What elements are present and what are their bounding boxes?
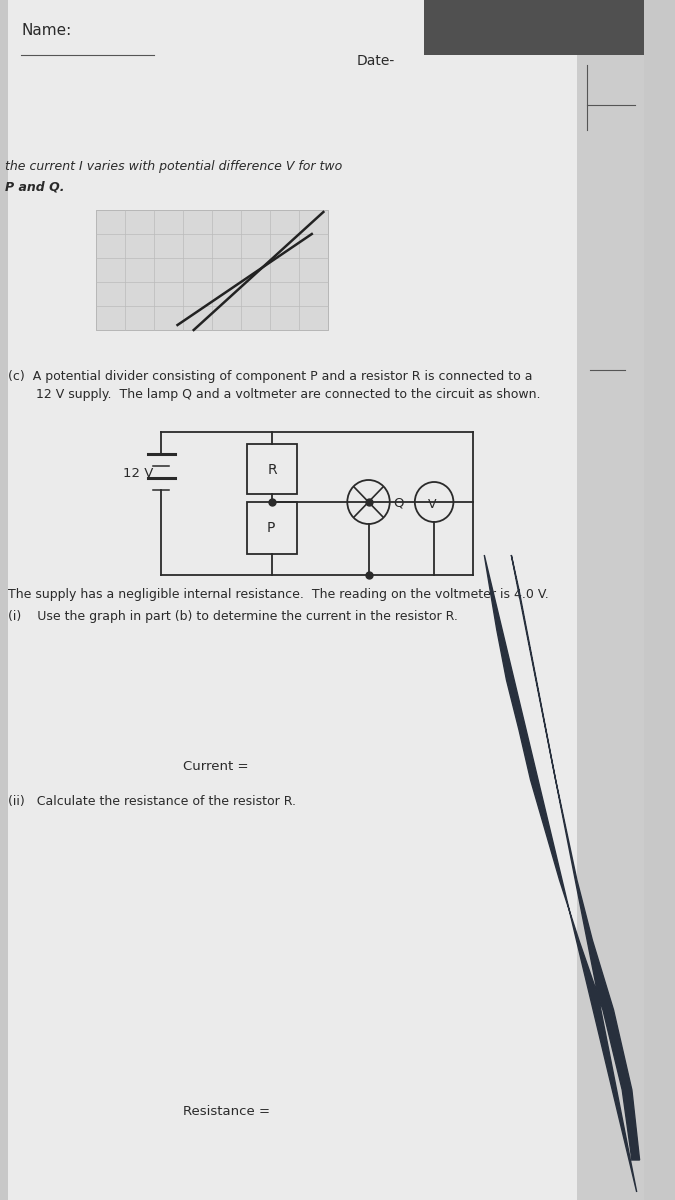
Text: (i)    Use the graph in part (b) to determine the current in the resistor R.: (i) Use the graph in part (b) to determi… xyxy=(7,610,458,623)
Text: Resistance =: Resistance = xyxy=(184,1105,270,1118)
Polygon shape xyxy=(484,554,640,1192)
Circle shape xyxy=(415,482,454,522)
Text: V: V xyxy=(429,498,437,511)
FancyBboxPatch shape xyxy=(7,0,577,1200)
Text: the current I varies with potential difference V for two: the current I varies with potential diff… xyxy=(5,160,342,173)
Text: (ii)   Calculate the resistance of the resistor R.: (ii) Calculate the resistance of the res… xyxy=(7,794,296,808)
Text: 12 V supply.  The lamp Q and a voltmeter are connected to the circuit as shown.: 12 V supply. The lamp Q and a voltmeter … xyxy=(7,388,540,401)
Text: (c)  A potential divider consisting of component P and a resistor R is connected: (c) A potential divider consisting of co… xyxy=(7,370,532,383)
Text: The supply has a negligible internal resistance.  The reading on the voltmeter i: The supply has a negligible internal res… xyxy=(7,588,549,601)
Text: Date-: Date- xyxy=(357,54,395,68)
Circle shape xyxy=(348,480,389,524)
Text: 12 V: 12 V xyxy=(124,467,154,480)
Text: Current =: Current = xyxy=(184,760,249,773)
Text: R: R xyxy=(267,463,277,476)
FancyBboxPatch shape xyxy=(247,444,297,494)
Text: P: P xyxy=(266,521,275,535)
FancyBboxPatch shape xyxy=(425,0,645,55)
Text: Name:: Name: xyxy=(21,23,72,38)
FancyBboxPatch shape xyxy=(247,502,297,554)
Text: Q: Q xyxy=(394,497,404,510)
FancyBboxPatch shape xyxy=(577,0,645,1200)
Text: P and Q.: P and Q. xyxy=(5,180,64,193)
FancyBboxPatch shape xyxy=(97,210,328,330)
